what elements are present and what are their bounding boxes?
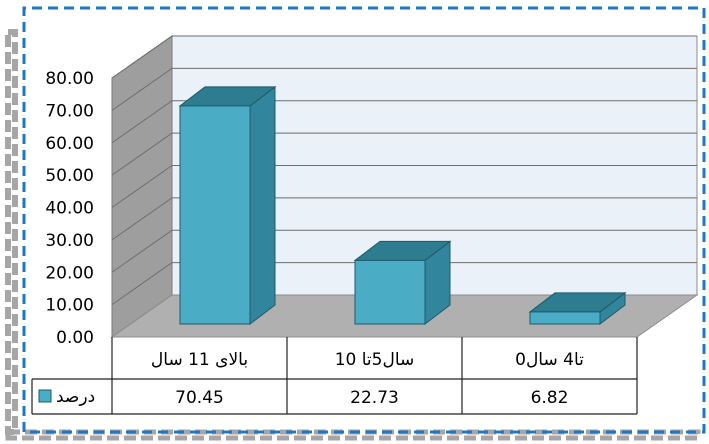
y-tick-label: 70.00 <box>45 101 94 121</box>
gridline-side <box>111 35 173 79</box>
bar-front <box>529 311 601 325</box>
y-tick-label: 40.00 <box>45 199 94 219</box>
value-label: 22.73 <box>350 388 399 408</box>
legend-label: درصد <box>56 387 95 407</box>
value-label: 70.45 <box>175 388 224 408</box>
category-label: بالای 11 سال <box>151 350 248 370</box>
bar-2 <box>353 240 452 326</box>
y-tick-label: 10.00 <box>45 296 94 316</box>
gridline-side <box>111 197 173 241</box>
bar-front <box>354 259 426 325</box>
y-tick-label: 50.00 <box>45 166 94 186</box>
category-label: 0تا4 سال <box>515 350 584 370</box>
bar-3 <box>528 291 627 326</box>
category-label: سال5تا 10 <box>335 350 415 370</box>
y-tick-label: 60.00 <box>45 134 94 154</box>
gridline-side <box>111 132 173 176</box>
y-tick-label: 30.00 <box>45 231 94 251</box>
bar-side <box>249 85 276 326</box>
value-label: 6.82 <box>531 388 569 408</box>
frame-border-blue <box>22 6 706 434</box>
gridline-side <box>111 262 173 306</box>
gridline-side <box>111 67 173 111</box>
bar-1 <box>178 85 277 326</box>
frame-left-gray <box>5 29 18 435</box>
legend-swatch <box>38 389 52 403</box>
gridline-side <box>111 229 173 273</box>
gridline-side <box>111 165 173 208</box>
y-tick-label: 80.00 <box>45 69 94 89</box>
bar-front <box>179 105 251 325</box>
gridline-side <box>111 100 173 144</box>
y-tick-label: 20.00 <box>45 263 94 283</box>
y-tick-label: 0.00 <box>56 328 94 348</box>
